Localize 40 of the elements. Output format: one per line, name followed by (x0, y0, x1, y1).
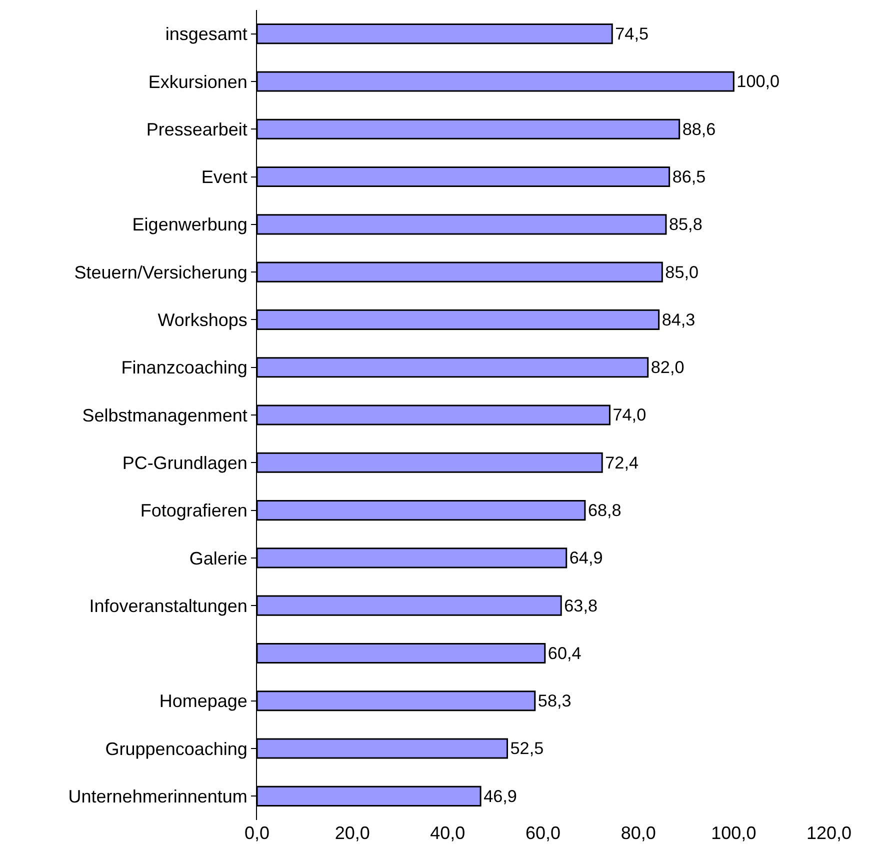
data-label: 86,5 (672, 166, 706, 186)
y-tick-label: Galerie (189, 548, 248, 568)
x-tick-label: 0,0 (244, 823, 270, 843)
x-tick-label: 120,0 (806, 823, 852, 843)
y-tick-label: Finanzcoaching (121, 358, 248, 378)
y-tick-label: Exkursionen (148, 72, 248, 92)
y-tick-label: PC-Grundlagen (122, 452, 248, 473)
data-label: 74,0 (612, 404, 646, 425)
data-label: 46,9 (484, 786, 517, 806)
y-tick-label: Selbstmanagenment (82, 405, 248, 426)
data-label: 85,8 (668, 214, 702, 234)
y-tick-label: Steuern/Versicherung (74, 262, 248, 282)
y-tick-label: Homepage (159, 691, 248, 712)
data-label: 88,6 (682, 118, 716, 139)
data-label: 52,5 (510, 738, 544, 758)
x-tick-label: 100,0 (711, 823, 756, 843)
data-label: 60,4 (548, 642, 582, 663)
data-label: 85,0 (665, 262, 699, 282)
data-label: 82,0 (650, 357, 684, 378)
x-tick-label: 80,0 (620, 823, 656, 843)
data-label: 64,9 (569, 548, 603, 568)
y-tick-label: Gruppencoaching (105, 738, 248, 759)
data-label: 63,8 (564, 595, 598, 616)
data-label: 74,5 (615, 24, 649, 44)
data-label: 100,0 (736, 71, 780, 92)
data-label: 58,3 (538, 690, 572, 711)
y-tick-label: Infoveranstaltungen (89, 596, 248, 616)
x-tick-label: 20,0 (334, 823, 370, 843)
y-tick-label: Event (201, 167, 248, 188)
y-tick-label: Workshops (158, 310, 248, 330)
y-tick-label: insgesamt (165, 24, 248, 44)
x-tick-label: 60,0 (525, 823, 561, 843)
y-tick-label: Eigenwerbung (132, 214, 248, 235)
data-label: 84,3 (662, 309, 696, 330)
y-tick-label: Fotografieren (140, 500, 248, 521)
y-tick-label: Pressearbeit (146, 119, 248, 140)
x-tick-label: 40,0 (430, 823, 466, 843)
data-label: 72,4 (605, 452, 639, 472)
y-tick-label: Unternehmerinnentum (68, 786, 248, 806)
data-label: 68,8 (588, 500, 622, 520)
